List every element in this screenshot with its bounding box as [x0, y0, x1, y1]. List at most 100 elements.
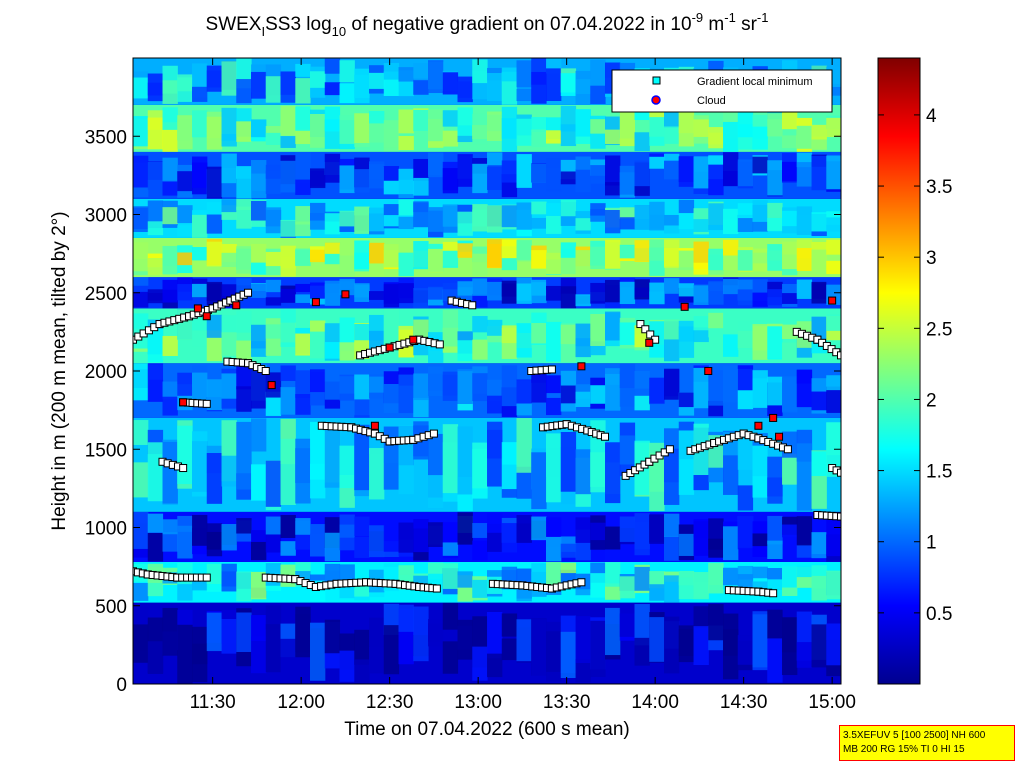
- gradient-minimum-marker: [837, 468, 841, 477]
- heatmap-cell: [310, 421, 326, 480]
- heatmap-cell: [590, 119, 606, 134]
- heatmap-cell: [708, 127, 724, 149]
- heatmap-cell: [221, 524, 237, 551]
- heatmap-cell: [428, 286, 444, 300]
- heatmap-cell: [487, 653, 503, 678]
- heatmap-cell: [516, 466, 532, 499]
- x-tick-label: 14:30: [720, 692, 768, 713]
- heatmap-cell: [413, 202, 429, 228]
- heatmap-cell: [442, 563, 459, 589]
- heatmap-cell: [811, 451, 827, 477]
- heatmap-cell: [192, 626, 208, 665]
- heatmap-cell: [590, 620, 606, 678]
- heatmap-cell: [664, 126, 680, 144]
- heatmap-cell: [560, 562, 577, 574]
- heatmap-cell: [457, 369, 473, 405]
- heatmap-cell: [619, 207, 636, 219]
- heatmap-cell: [295, 63, 311, 77]
- heatmap-cell: [265, 391, 282, 416]
- heatmap-cell: [428, 623, 444, 647]
- heatmap-cell: [383, 519, 400, 552]
- heatmap-cell: [516, 619, 532, 662]
- heatmap-cell: [649, 514, 665, 545]
- heatmap-cell: [398, 604, 414, 632]
- gradient-minimum-marker: [601, 432, 609, 441]
- chart-title: SWEXISS3 log10 of negative gradient on 0…: [206, 10, 769, 39]
- heatmap-cell: [147, 513, 164, 533]
- heatmap-cell: [236, 310, 252, 341]
- heatmap-cell: [634, 370, 650, 389]
- heatmap-cell: [428, 475, 444, 509]
- heatmap-cell: [133, 207, 149, 230]
- heatmap-cell: [221, 332, 237, 356]
- heatmap-cell: [664, 368, 680, 400]
- gradient-minimum-marker: [435, 340, 444, 349]
- colorbar-tick-label: 3: [926, 248, 937, 269]
- heatmap-cell: [693, 316, 709, 331]
- heatmap-cell: [737, 429, 754, 470]
- heatmap-cell: [295, 179, 311, 195]
- heatmap-cell: [192, 283, 208, 298]
- heatmap-cell: [236, 121, 252, 142]
- heatmap-cell: [354, 536, 370, 558]
- heatmap-cell: [782, 524, 798, 538]
- heatmap-cell: [752, 200, 768, 222]
- heatmap-cell: [619, 217, 636, 230]
- heatmap-cell: [295, 221, 311, 237]
- heatmap-cell: [192, 431, 208, 497]
- heatmap-cell: [162, 396, 178, 416]
- heatmap-cell: [634, 204, 650, 230]
- heatmap-cell: [826, 623, 841, 666]
- heatmap-cell: [147, 363, 164, 402]
- heatmap-cell: [251, 200, 267, 221]
- heatmap-cell: [737, 635, 754, 665]
- heatmap-cell: [413, 575, 429, 586]
- heatmap-cell: [221, 153, 237, 184]
- heatmap-cell: [501, 523, 518, 553]
- heatmap-cell: [708, 312, 724, 329]
- heatmap-cell: [324, 280, 341, 293]
- heatmap-cell: [339, 83, 355, 104]
- heatmap-cell: [280, 541, 296, 556]
- heatmap-cell: [516, 323, 532, 358]
- heatmap-cell: [162, 381, 178, 400]
- x-axis: 11:30 12:00 12:30 13:00 13:30 14:00 14:30 15:00: [190, 58, 856, 713]
- heatmap-cell: [251, 636, 267, 674]
- heatmap-cell: [590, 452, 606, 493]
- heatmap-cell: [737, 574, 754, 590]
- heatmap-cell: [575, 294, 591, 307]
- heatmap-cell: [280, 71, 296, 103]
- heatmap-cell: [206, 65, 223, 92]
- heatmap-cell: [265, 279, 282, 293]
- colorbar-tick-label: 2.5: [926, 319, 952, 340]
- heatmap-cell: [295, 152, 311, 184]
- cloud-marker: [202, 312, 211, 321]
- heatmap-cell: [251, 71, 267, 99]
- heatmap-cell: [605, 583, 621, 600]
- heatmap-cell: [354, 113, 370, 144]
- gradient-minimum-marker: [179, 464, 188, 473]
- heatmap-cell: [383, 284, 400, 308]
- heatmap-cell: [501, 118, 518, 152]
- heatmap-cell: [251, 464, 267, 501]
- heatmap-cell: [236, 363, 252, 390]
- heatmap-cell: [442, 250, 459, 268]
- gradient-minimum-marker: [641, 325, 650, 334]
- heatmap-cell: [546, 375, 562, 394]
- heatmap-cell: [192, 86, 208, 102]
- heatmap-cell: [236, 246, 252, 274]
- heatmap-cell: [708, 281, 724, 305]
- heatmap-cell: [398, 67, 414, 82]
- heatmap-cell: [147, 258, 164, 276]
- heatmap-cell: [457, 211, 473, 236]
- heatmap-cell: [796, 544, 813, 558]
- heatmap-cell: [531, 117, 547, 132]
- heatmap-cell: [442, 309, 459, 347]
- cloud-marker: [179, 398, 188, 407]
- cloud-marker: [704, 367, 713, 375]
- heatmap-cell: [693, 219, 709, 232]
- heatmap-cell: [413, 78, 429, 95]
- heatmap-cell: [560, 631, 577, 679]
- heatmap-cell: [619, 244, 636, 259]
